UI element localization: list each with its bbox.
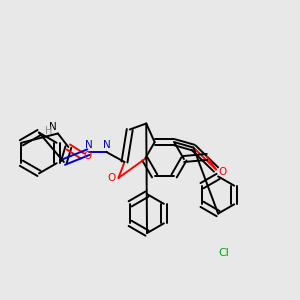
Text: O: O (218, 167, 227, 177)
Text: Cl: Cl (218, 248, 229, 258)
Text: O: O (83, 151, 92, 161)
Text: O: O (108, 173, 116, 183)
Text: H: H (45, 126, 52, 136)
Text: N: N (103, 140, 110, 151)
Text: N: N (49, 122, 56, 132)
Text: N: N (85, 140, 92, 151)
